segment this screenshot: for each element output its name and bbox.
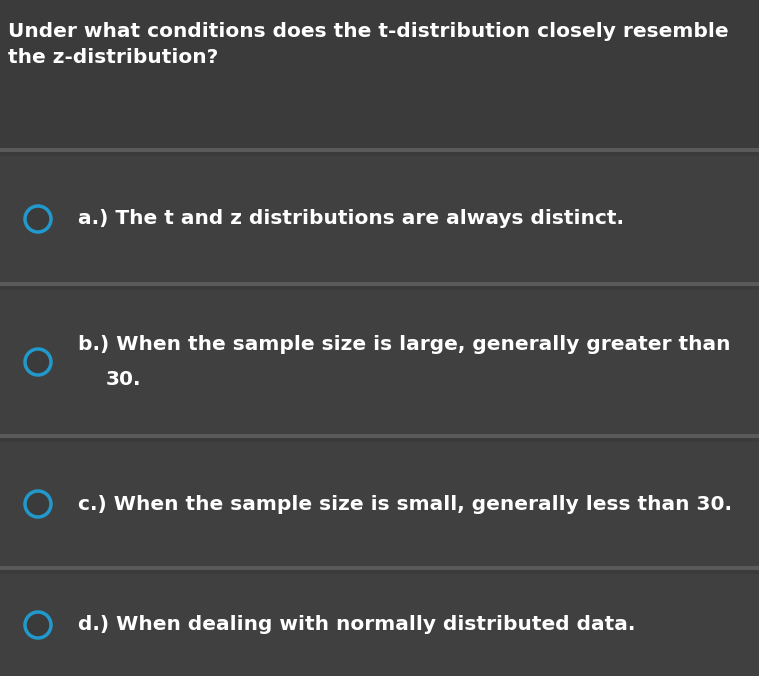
Text: 30.: 30. bbox=[106, 370, 141, 389]
Bar bbox=[0, 574, 759, 676]
Circle shape bbox=[25, 612, 51, 638]
Text: b.) When the sample size is large, generally greater than: b.) When the sample size is large, gener… bbox=[78, 335, 730, 354]
Bar bbox=[0, 156, 759, 282]
Bar bbox=[0, 290, 759, 434]
Circle shape bbox=[25, 206, 51, 232]
Text: Under what conditions does the t-distribution closely resemble: Under what conditions does the t-distrib… bbox=[8, 22, 729, 41]
Bar bbox=[0, 566, 759, 570]
Text: a.) The t and z distributions are always distinct.: a.) The t and z distributions are always… bbox=[78, 210, 624, 228]
Text: d.) When dealing with normally distributed data.: d.) When dealing with normally distribut… bbox=[78, 616, 635, 635]
Text: the z-distribution?: the z-distribution? bbox=[8, 48, 219, 67]
Bar bbox=[0, 148, 759, 152]
Bar bbox=[0, 434, 759, 438]
Bar bbox=[0, 566, 759, 570]
Bar bbox=[0, 442, 759, 566]
Bar bbox=[0, 0, 759, 148]
Text: c.) When the sample size is small, generally less than 30.: c.) When the sample size is small, gener… bbox=[78, 495, 732, 514]
Circle shape bbox=[25, 491, 51, 517]
Circle shape bbox=[25, 349, 51, 375]
Bar bbox=[0, 282, 759, 286]
